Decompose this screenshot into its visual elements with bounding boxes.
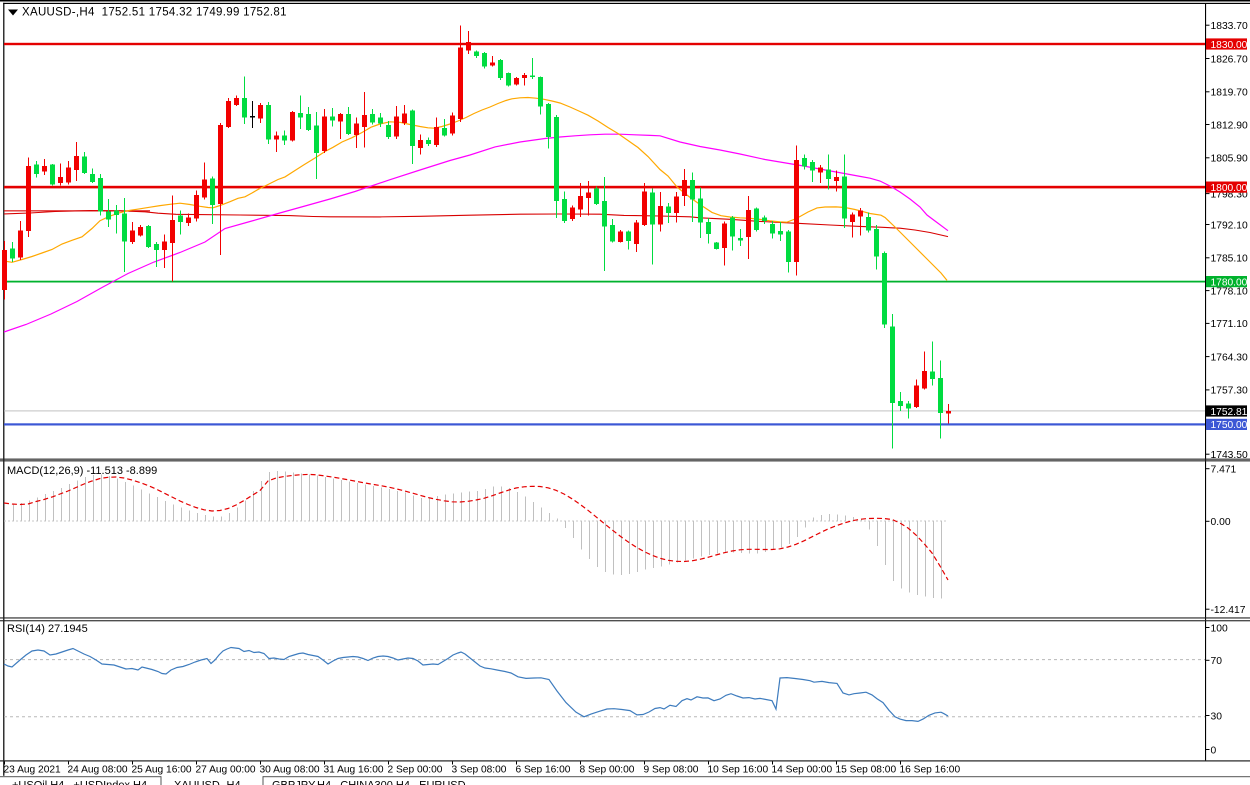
- svg-text:GBPJPY,H4 CHINA300,H4 EURU: GBPJPY,H4 CHINA300,H4 EURUSD: [272, 779, 466, 785]
- svg-text:31 Aug 16:00: 31 Aug 16:00: [324, 764, 384, 775]
- svg-text:1798.30: 1798.30: [1211, 189, 1248, 200]
- svg-text:16 Sep 16:00: 16 Sep 16:00: [900, 764, 961, 775]
- svg-text:MACD(12,26,9) -11.513 -8.899: MACD(12,26,9) -11.513 -8.899: [7, 465, 157, 477]
- svg-text:1752.81: 1752.81: [1211, 407, 1248, 418]
- svg-text:10 Sep 16:00: 10 Sep 16:00: [708, 764, 769, 775]
- svg-text:30 Aug 08:00: 30 Aug 08:00: [260, 764, 320, 775]
- svg-text:1812.90: 1812.90: [1211, 120, 1248, 131]
- svg-text:1743.50: 1743.50: [1211, 450, 1248, 461]
- svg-text:1750.00: 1750.00: [1211, 420, 1248, 431]
- svg-text:25 Aug 16:00: 25 Aug 16:00: [132, 764, 192, 775]
- svg-text:24 Aug 08:00: 24 Aug 08:00: [68, 764, 128, 775]
- svg-text:15 Sep 08:00: 15 Sep 08:00: [836, 764, 897, 775]
- svg-text:+USOil,H4 +USDIndex,H4: +USOil,H4 +USDIndex,H4: [12, 779, 147, 785]
- svg-text:27 Aug 00:00: 27 Aug 00:00: [196, 764, 256, 775]
- svg-text:100: 100: [1211, 623, 1228, 634]
- svg-text:1780.00: 1780.00: [1211, 277, 1248, 288]
- svg-text:1800.00: 1800.00: [1211, 183, 1248, 194]
- svg-text:7.471: 7.471: [1211, 465, 1237, 476]
- svg-text:1785.10: 1785.10: [1211, 254, 1248, 265]
- svg-text:0: 0: [1211, 745, 1217, 756]
- svg-text:1771.10: 1771.10: [1211, 319, 1248, 330]
- svg-text:1757.30: 1757.30: [1211, 386, 1248, 397]
- svg-text:1778.10: 1778.10: [1211, 286, 1248, 297]
- svg-text:1833.70: 1833.70: [1211, 21, 1248, 32]
- svg-text:XAUUSD-,H4: XAUUSD-,H4: [174, 779, 241, 785]
- svg-text:30: 30: [1211, 711, 1223, 722]
- svg-text:1792.10: 1792.10: [1211, 220, 1248, 231]
- svg-text:1830.00: 1830.00: [1211, 40, 1248, 51]
- svg-text:2 Sep 00:00: 2 Sep 00:00: [388, 764, 443, 775]
- svg-text:-12.417: -12.417: [1211, 605, 1246, 616]
- svg-text:9 Sep 08:00: 9 Sep 08:00: [644, 764, 699, 775]
- svg-text:6 Sep 16:00: 6 Sep 16:00: [516, 764, 571, 775]
- svg-text:70: 70: [1211, 656, 1223, 667]
- svg-text:RSI(14) 27.1945: RSI(14) 27.1945: [7, 623, 88, 635]
- svg-text:1826.70: 1826.70: [1211, 54, 1248, 65]
- svg-text:8 Sep 00:00: 8 Sep 00:00: [580, 764, 635, 775]
- svg-text:1819.70: 1819.70: [1211, 88, 1248, 99]
- svg-text:XAUUSD-,H4 1752.51 1754.32 17: XAUUSD-,H4 1752.51 1754.32 1749.99 1752.…: [22, 7, 287, 19]
- svg-text:1764.30: 1764.30: [1211, 352, 1248, 363]
- svg-text:3 Sep 08:00: 3 Sep 08:00: [452, 764, 507, 775]
- svg-text:14 Sep 00:00: 14 Sep 00:00: [772, 764, 833, 775]
- svg-text:23 Aug 2021: 23 Aug 2021: [4, 764, 62, 775]
- svg-text:1805.90: 1805.90: [1211, 154, 1248, 165]
- svg-text:0.00: 0.00: [1211, 517, 1231, 528]
